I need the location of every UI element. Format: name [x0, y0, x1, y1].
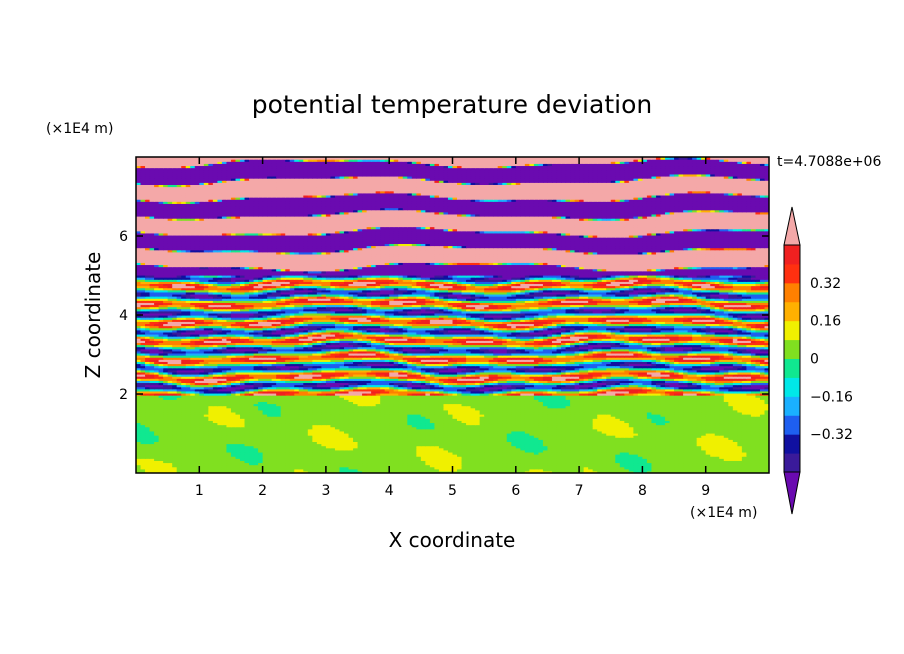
plot-area	[136, 157, 770, 474]
time-label: t=4.7088e+06	[777, 154, 881, 170]
chart-title: potential temperature deviation	[252, 90, 652, 119]
y-unit-label: (×1E4 m)	[46, 121, 113, 137]
